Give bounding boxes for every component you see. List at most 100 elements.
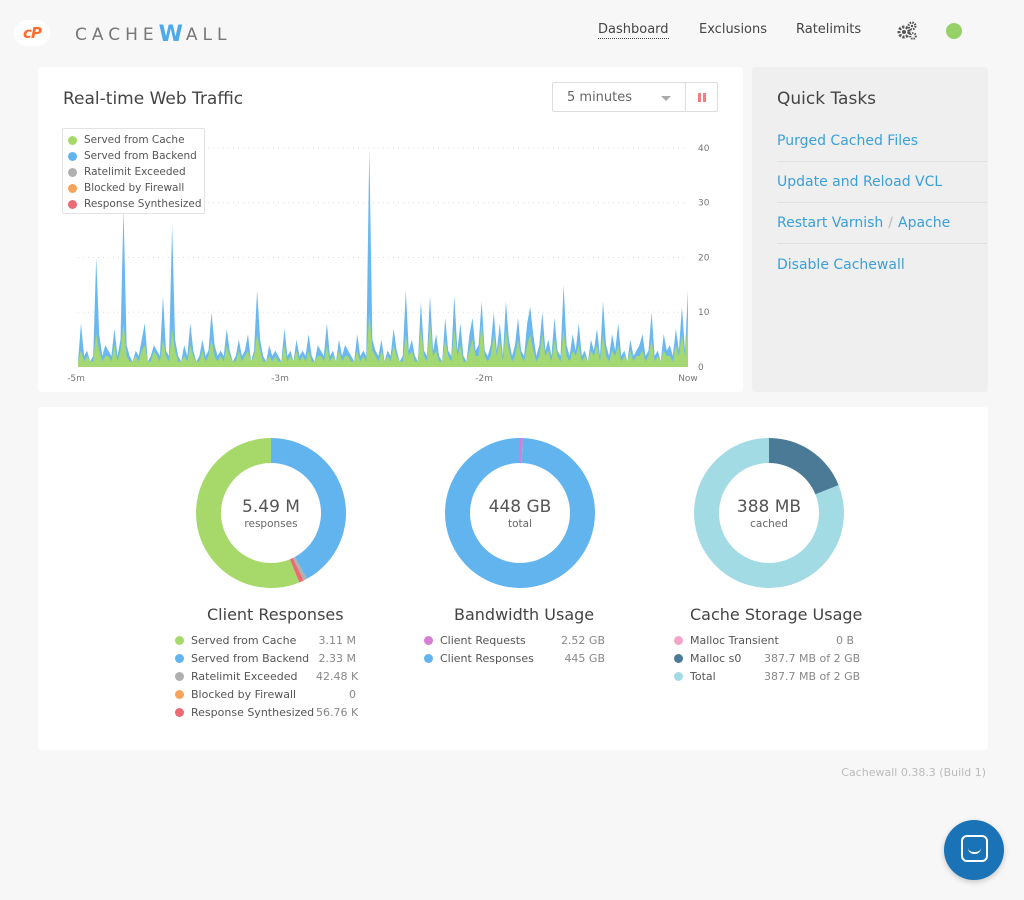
legend-label: Ratelimit Exceeded: [84, 166, 186, 178]
chat-button[interactable]: [944, 820, 1004, 880]
quick-tasks-card: Quick Tasks Purged Cached Files Update a…: [752, 67, 988, 392]
donut-slice-served-from-backend[interactable]: [271, 438, 347, 579]
stat-value: 445 GB: [564, 651, 605, 665]
nav-exclusions[interactable]: Exclusions: [699, 22, 768, 37]
donut-slice-client-responses[interactable]: [445, 438, 595, 588]
donut-unit: total: [507, 517, 532, 530]
stats-card: 5.49 M responses Client Responses Served…: [38, 407, 988, 750]
stat-swatch: [674, 635, 683, 645]
time-range-select[interactable]: 5 minutes: [552, 82, 686, 112]
stat-swatch: [175, 707, 184, 717]
gears-icon[interactable]: [896, 21, 918, 41]
stat-name: Blocked by Firewall: [191, 687, 297, 701]
stat-swatch: [424, 635, 433, 645]
stat-name: Total: [690, 669, 716, 683]
stat-row: Blocked by Firewall 0: [175, 685, 356, 703]
stat-swatch: [674, 653, 683, 663]
stat-value: 3.11 M: [318, 633, 356, 647]
cache-storage-table: Malloc Transient 0 B Malloc s0 387.7 MB of…: [674, 631, 861, 685]
legend-label: Blocked by Firewall: [84, 182, 185, 194]
donut-center: 448 GB total: [444, 437, 596, 589]
stat-value: 2.33 M: [318, 651, 356, 665]
stat-swatch: [175, 671, 184, 681]
legend-item[interactable]: Blocked by Firewall: [68, 180, 199, 196]
chat-icon-smile: [968, 848, 981, 854]
legend-swatch: [68, 135, 77, 145]
chat-icon: [961, 835, 988, 862]
donut-slice-client-requests[interactable]: [520, 438, 523, 464]
legend-swatch: [68, 183, 77, 193]
legend-label: Served from Cache: [84, 134, 185, 146]
stat-name: Malloc s0: [690, 651, 742, 665]
legend-swatch: [68, 151, 77, 161]
y-tick-label: 0: [698, 363, 704, 373]
stat-swatch: [674, 671, 683, 681]
stat-name: Client Requests: [440, 633, 526, 647]
stat-value: 0 B: [835, 633, 854, 647]
legend-item[interactable]: Served from Cache: [68, 132, 199, 148]
donut-slice-malloc-s0[interactable]: [769, 438, 839, 495]
stat-row: Total 387.7 MB of 2 GB: [674, 667, 861, 685]
stat-row: Served from Cache 3.11 M: [175, 631, 356, 649]
donut-value: 5.49 M: [242, 496, 300, 517]
task-label: Update and Reload VCL: [777, 174, 943, 190]
nav-dashboard[interactable]: Dashboard: [598, 22, 669, 39]
brand-left: CACHE: [75, 25, 159, 45]
legend-swatch: [68, 167, 77, 177]
legend-swatch: [68, 199, 77, 209]
legend-item[interactable]: Response Synthesized: [68, 196, 202, 212]
donut-slice-response-synthesized[interactable]: [289, 558, 304, 583]
stat-row: Response Synthesized 56.76 K: [175, 703, 358, 721]
donut-center: 5.49 M responses: [195, 437, 347, 589]
stat-row: Client Requests 2.52 GB: [424, 631, 605, 649]
stat-name: Served from Cache: [191, 633, 297, 647]
top-header: cP CACHEWALL Dashboard Exclusions Rateli…: [0, 0, 1024, 62]
stat-name: Client Responses: [440, 651, 534, 665]
chevron-down-icon: [661, 96, 671, 101]
time-range-value: 5 minutes: [567, 90, 633, 105]
x-tick-label: -3m: [271, 374, 289, 384]
cachewall-logo[interactable]: CACHEWALL: [75, 21, 231, 47]
donut-slice-ratelimit-exceeded[interactable]: [292, 556, 307, 581]
legend-item[interactable]: Served from Backend: [68, 148, 199, 164]
series-area-served-from-cache: [78, 312, 688, 367]
task-disable-cachewall[interactable]: Disable Cachewall: [777, 244, 987, 285]
stat-swatch: [424, 653, 433, 663]
x-tick-label: -2m: [475, 374, 493, 384]
y-tick-label: 10: [698, 308, 710, 318]
client-responses-donut: 5.49 M responses: [195, 437, 347, 589]
bandwidth-usage-donut: 448 GB total: [444, 437, 596, 589]
stat-value: 2.52 GB: [560, 633, 605, 647]
realtime-traffic-card: Real-time Web Traffic 5 minutes Served f…: [38, 67, 743, 392]
task-reload-vcl[interactable]: Update and Reload VCL: [777, 162, 987, 203]
task-purge-cache[interactable]: Purged Cached Files: [777, 121, 987, 162]
stat-row: Malloc Transient 0 B: [674, 631, 854, 649]
donut-slice-free[interactable]: [694, 438, 844, 588]
donut-chart: [694, 438, 844, 588]
pause-button[interactable]: [686, 82, 718, 112]
task-restart-apache[interactable]: Apache: [898, 215, 951, 231]
donut-chart: [196, 438, 347, 588]
donut-slice-served-from-cache[interactable]: [196, 438, 300, 588]
stat-name: Response Synthesized: [191, 705, 315, 719]
legend-item[interactable]: Ratelimit Exceeded: [68, 164, 199, 180]
y-tick-label: 40: [698, 144, 710, 154]
donut-chart: [445, 438, 595, 588]
cache-storage-title: Cache Storage Usage: [690, 605, 863, 624]
cpanel-logo[interactable]: cP: [14, 20, 50, 46]
bandwidth-usage-title: Bandwidth Usage: [454, 605, 595, 624]
donut-center: 388 MB cached: [693, 437, 845, 589]
stat-row: Malloc s0 387.7 MB of 2 GB: [674, 649, 860, 667]
task-label: Disable Cachewall: [777, 256, 905, 273]
y-tick-label: 20: [698, 253, 710, 263]
stat-value: 387.7 MB of 2 GB: [764, 669, 861, 683]
traffic-chart: 0 10 20 30 40 -5m -3m -2m Now: [67, 144, 710, 384]
cpanel-logo-text: cP: [23, 24, 42, 42]
y-tick-label: 30: [698, 199, 710, 209]
nav-ratelimits[interactable]: Ratelimits: [796, 22, 862, 37]
status-indicator: [946, 23, 962, 39]
donut-unit: responses: [244, 517, 298, 530]
task-restart-varnish[interactable]: Restart Varnish: [777, 215, 884, 231]
brand-w: W: [158, 22, 186, 47]
donut-value: 448 GB: [488, 496, 552, 517]
